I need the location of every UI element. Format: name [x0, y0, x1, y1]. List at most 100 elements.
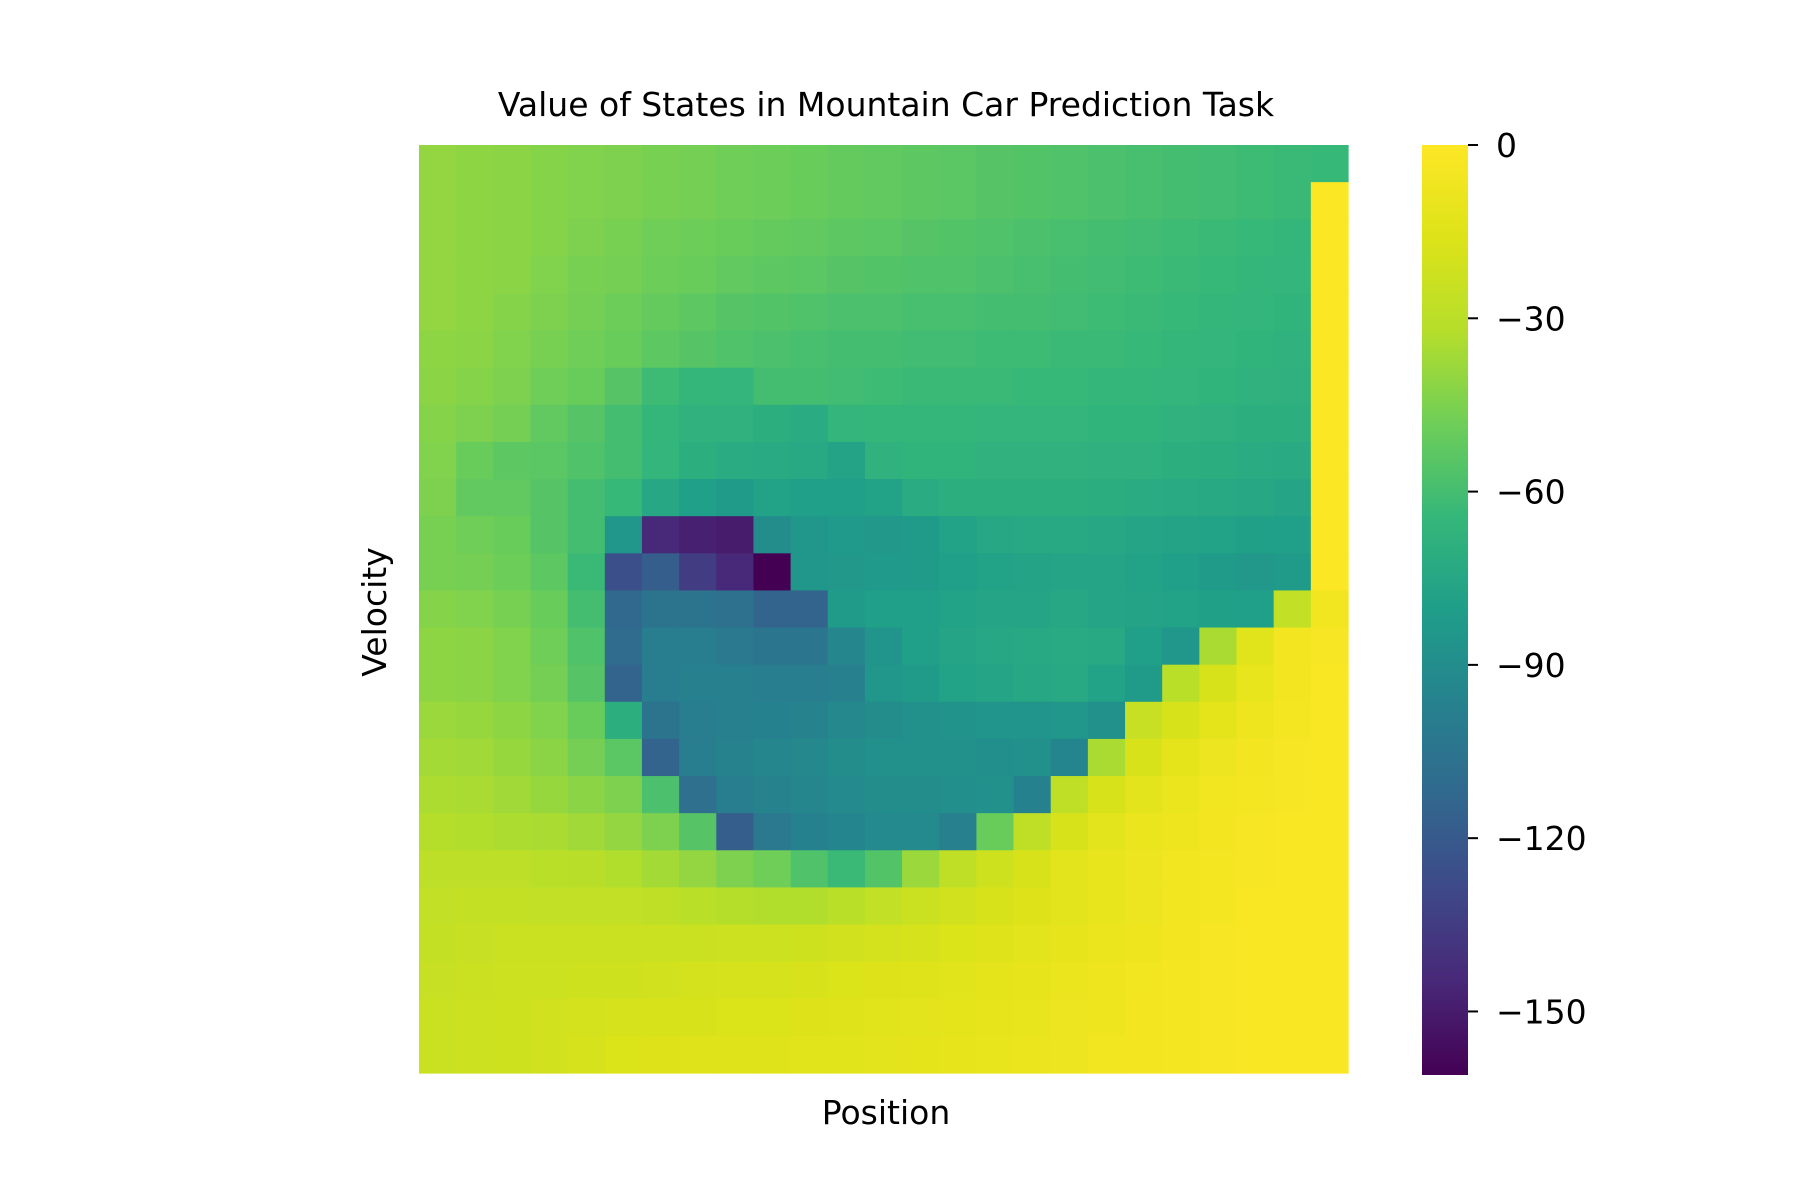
heatmap-cell [753, 961, 792, 1000]
heatmap-cell [679, 627, 717, 666]
heatmap-cell [641, 219, 680, 257]
heatmap-cell [1125, 479, 1163, 517]
heatmap-cell [1050, 776, 1089, 814]
heatmap-cell [790, 664, 829, 703]
heatmap-cell [790, 293, 829, 332]
heatmap-cell [976, 145, 1015, 183]
heatmap-cell [827, 813, 866, 851]
heatmap-cell [604, 924, 643, 963]
heatmap-cell [939, 182, 977, 220]
heatmap-cell [1013, 590, 1052, 629]
heatmap-cell [939, 590, 977, 629]
chart-title: Value of States in Mountain Car Predicti… [498, 85, 1275, 124]
heatmap-cell [716, 590, 755, 629]
heatmap-cell [530, 553, 569, 592]
heatmap-cell [419, 182, 457, 220]
heatmap-cell [716, 441, 755, 480]
heatmap-cell [753, 553, 792, 592]
heatmap-cell [1273, 330, 1312, 369]
heatmap-cell [530, 145, 569, 183]
heatmap-cell [753, 516, 792, 554]
heatmap-cell [567, 553, 606, 592]
heatmap-cell [1199, 219, 1238, 257]
heatmap-cell [604, 516, 643, 554]
heatmap-cell [530, 404, 569, 443]
heatmap-cell [902, 404, 940, 443]
heatmap-cell [419, 813, 457, 851]
heatmap-cell [939, 330, 977, 369]
heatmap-cell [604, 293, 643, 332]
heatmap-cell [976, 627, 1015, 666]
heatmap-cell [1125, 961, 1163, 1000]
heatmap-cell [679, 887, 717, 926]
heatmap-cell [1310, 776, 1349, 814]
heatmap-cell [641, 367, 680, 406]
heatmap-cell [1013, 516, 1052, 554]
heatmap-cell [679, 404, 717, 443]
heatmap-cell [716, 404, 755, 443]
heatmap-cell [753, 404, 792, 443]
heatmap-cell [641, 924, 680, 963]
heatmap-cell [641, 627, 680, 666]
heatmap-cell [1199, 330, 1238, 369]
heatmap-cell [1050, 738, 1089, 777]
heatmap-cell [493, 887, 532, 926]
heatmap-cell [902, 479, 940, 517]
heatmap-cell [604, 330, 643, 369]
heatmap-cell [902, 813, 940, 851]
heatmap-cell [1273, 813, 1312, 851]
heatmap-cell [419, 1035, 457, 1074]
heatmap-cell [1236, 145, 1275, 183]
heatmap-cell [1236, 367, 1275, 406]
heatmap-cell [530, 1035, 569, 1074]
heatmap-cell [902, 182, 940, 220]
heatmap-cell [1013, 145, 1052, 183]
heatmap-cell [939, 738, 977, 777]
heatmap-cell [716, 776, 755, 814]
heatmap-cell [1013, 887, 1052, 926]
heatmap-cell [604, 256, 643, 295]
heatmap-cell [1310, 553, 1349, 592]
heatmap-cell [902, 627, 940, 666]
heatmap-cell [1050, 590, 1089, 629]
heatmap-cell [604, 219, 643, 257]
heatmap-cell [753, 776, 792, 814]
heatmap-cell [604, 813, 643, 851]
heatmap-cell [1199, 961, 1238, 1000]
heatmap-cell [1162, 182, 1200, 220]
heatmap-cell [1199, 1035, 1238, 1074]
heatmap-cell [679, 850, 717, 888]
heatmap-cell [753, 664, 792, 703]
heatmap-cell [456, 701, 494, 740]
heatmap-cell [1273, 850, 1312, 888]
heatmap-cell [1125, 293, 1163, 332]
heatmap-cell [902, 219, 940, 257]
heatmap-cell [456, 1035, 494, 1074]
heatmap-cell [1050, 479, 1089, 517]
heatmap-cell [1273, 293, 1312, 332]
heatmap-cell [864, 219, 903, 257]
heatmap-cell [604, 590, 643, 629]
heatmap-cell [827, 850, 866, 888]
heatmap-cell [902, 256, 940, 295]
heatmap-cell [902, 441, 940, 480]
heatmap-cell [1013, 479, 1052, 517]
heatmap-cell [864, 1035, 903, 1074]
heatmap-cell [827, 998, 866, 1037]
heatmap-cell [1087, 961, 1126, 1000]
heatmap-cell [1087, 182, 1126, 220]
heatmap-cell [1162, 924, 1200, 963]
heatmap-cell [1236, 776, 1275, 814]
heatmap-cell [456, 404, 494, 443]
heatmap-cell [493, 590, 532, 629]
heatmap-cell [1013, 627, 1052, 666]
heatmap-cell [1273, 590, 1312, 629]
heatmap-cell [716, 701, 755, 740]
heatmap-cell [1087, 145, 1126, 183]
heatmap-cell [1162, 701, 1200, 740]
heatmap-cell [679, 182, 717, 220]
heatmap-cell [530, 813, 569, 851]
heatmap-cell [493, 961, 532, 1000]
heatmap-cell [790, 553, 829, 592]
heatmap-cell [419, 553, 457, 592]
